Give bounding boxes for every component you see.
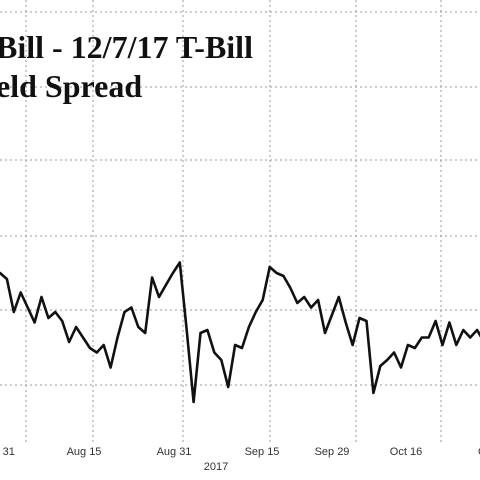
x-tick-label: Sep 15 <box>245 446 280 458</box>
gridlines <box>0 0 480 442</box>
x-axis-ticks: l 31 Aug 15 Aug 31 Sep 15 Sep 29 Oct 16 O <box>0 446 480 458</box>
x-axis-year-label: 2017 <box>204 461 228 473</box>
x-tick-label: O <box>478 446 480 458</box>
series-line <box>0 261 480 404</box>
x-tick-label: Sep 29 <box>315 446 350 458</box>
x-tick-label: Aug 31 <box>157 446 192 458</box>
x-tick-label: Aug 15 <box>67 446 102 458</box>
x-tick-label: l 31 <box>0 446 15 458</box>
chart-title-line-1: Bill - 12/7/17 T-Bill <box>0 29 253 65</box>
plot-area <box>0 261 480 404</box>
x-tick-label: Oct 16 <box>390 446 422 458</box>
chart-title-line-2: eld Spread <box>0 68 142 104</box>
